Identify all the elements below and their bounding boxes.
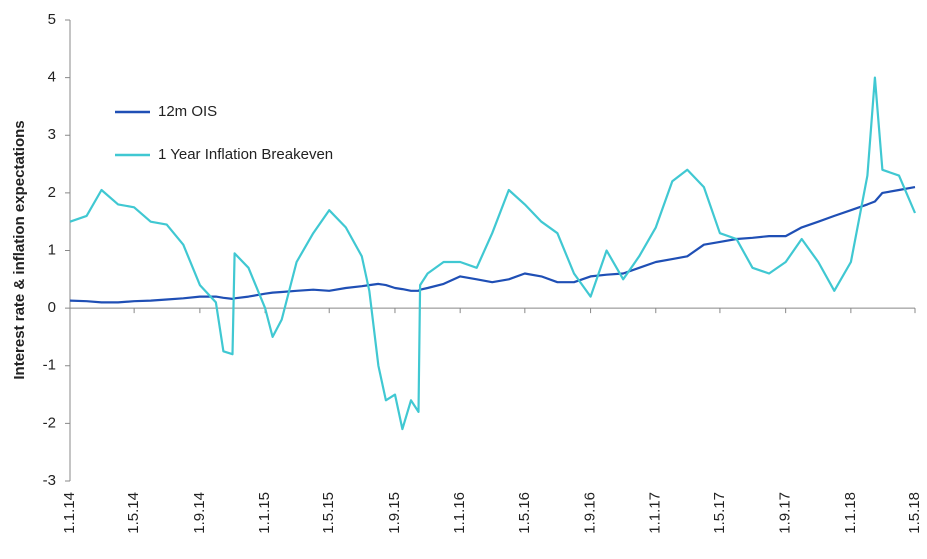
x-tick-label: 1.5.14 — [125, 492, 142, 534]
y-tick-label: 5 — [48, 11, 56, 28]
y-tick-label: 1 — [48, 241, 56, 258]
x-tick-label: 1.1.14 — [61, 492, 78, 534]
y-tick-label: 0 — [48, 299, 56, 316]
series-line — [69, 186, 916, 304]
x-tick-label: 1.9.16 — [582, 492, 599, 534]
series-line — [69, 76, 917, 431]
x-tick-label: 1.9.17 — [777, 492, 794, 534]
x-tick-label: 1.5.16 — [516, 492, 533, 534]
x-tick-label: 1.1.16 — [451, 492, 468, 534]
x-tick-label: 1.9.15 — [386, 492, 403, 534]
y-tick-label: -1 — [43, 357, 56, 374]
y-axis-label: Interest rate & inflation expectations — [11, 120, 28, 379]
legend-label: 1 Year Inflation Breakeven — [158, 146, 333, 163]
x-tick-label: 1.1.18 — [842, 492, 859, 534]
y-tick-label: -2 — [43, 414, 56, 431]
x-tick-label: 1.1.15 — [256, 492, 273, 534]
y-tick-label: 2 — [48, 184, 56, 201]
x-tick-label: 1.9.14 — [191, 492, 208, 534]
x-tick-label: 1.1.17 — [647, 492, 664, 534]
y-tick-label: 3 — [48, 126, 56, 143]
legend-label: 12m OIS — [158, 103, 217, 120]
x-tick-label: 1.5.18 — [906, 492, 923, 534]
x-tick-label: 1.5.15 — [320, 492, 337, 534]
x-tick-label: 1.5.17 — [711, 492, 728, 534]
y-tick-label: 4 — [48, 69, 56, 86]
y-tick-label: -3 — [43, 472, 56, 489]
